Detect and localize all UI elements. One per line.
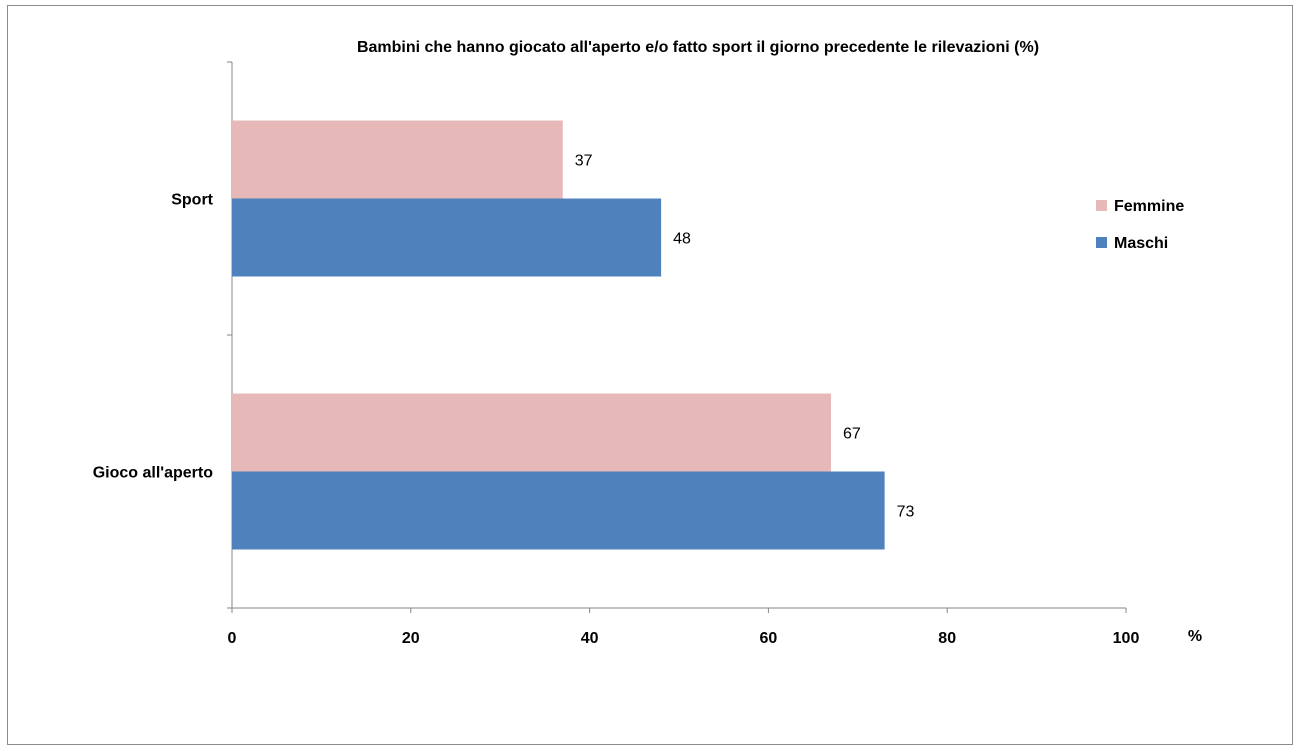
category-label: Gioco all'aperto — [93, 465, 214, 482]
bar-maschi — [232, 198, 662, 277]
x-tick-label: 0 — [228, 630, 237, 647]
chart-frame — [7, 5, 1293, 745]
legend-label: Maschi — [1114, 235, 1168, 252]
data-label: 48 — [673, 231, 691, 248]
chart-title: Bambini che hanno giocato all'aperto e/o… — [357, 39, 1039, 56]
x-tick-label: 20 — [402, 630, 420, 647]
x-axis-unit-label: % — [1188, 628, 1202, 645]
legend-swatch — [1096, 200, 1107, 211]
data-label: 67 — [843, 426, 861, 443]
legend-swatch — [1096, 237, 1107, 248]
x-tick-label: 60 — [760, 630, 778, 647]
bar-maschi — [232, 471, 885, 550]
data-label: 37 — [575, 153, 593, 170]
bar-femmine — [232, 393, 831, 472]
category-label: Sport — [171, 192, 213, 209]
x-tick-label: 40 — [581, 630, 599, 647]
legend-label: Femmine — [1114, 198, 1184, 215]
data-label: 73 — [897, 504, 915, 521]
bars: Sport 37 48 Gioco all'aperto 67 73 — [93, 120, 915, 550]
x-tick-label: 80 — [938, 630, 956, 647]
legend: Femmine Maschi — [1096, 198, 1184, 252]
x-tick-label: 100 — [1113, 630, 1140, 647]
bar-femmine — [232, 120, 563, 199]
